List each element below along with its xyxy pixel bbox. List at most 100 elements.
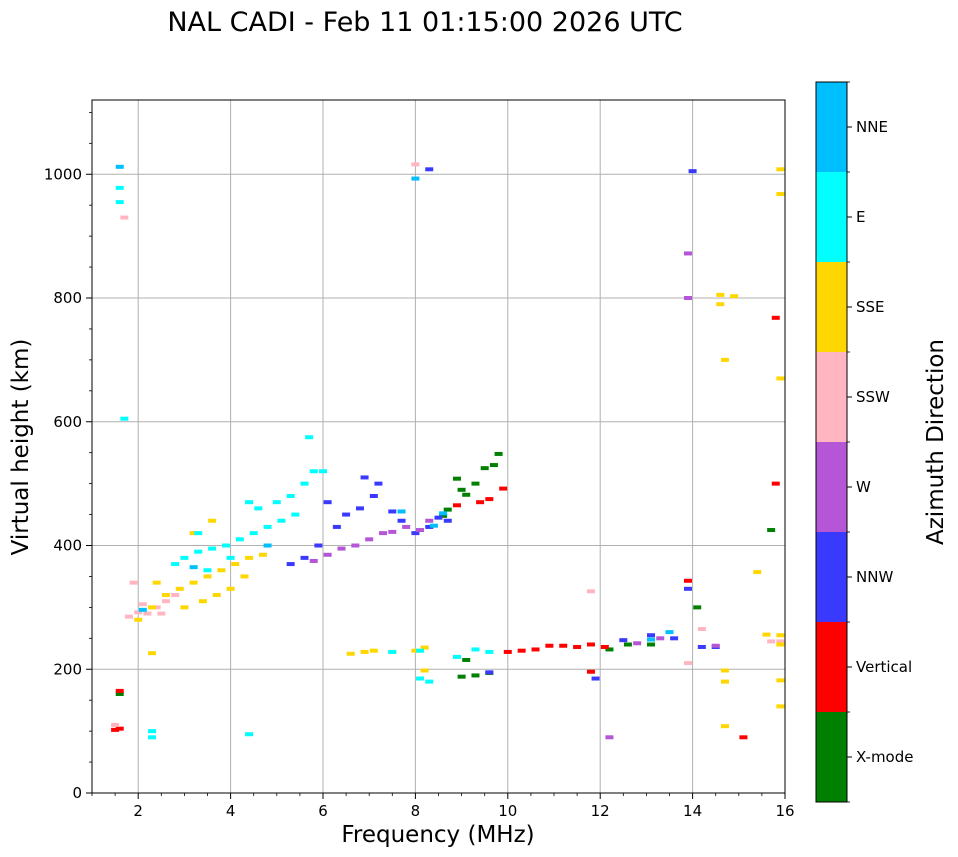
echo-point — [439, 511, 448, 516]
echo-point — [762, 632, 771, 637]
echo-point — [647, 633, 656, 638]
echo-point — [416, 528, 425, 533]
echo-point — [443, 518, 452, 523]
echo-point — [323, 500, 332, 505]
echo-point — [494, 451, 503, 456]
echo-point — [360, 475, 369, 480]
echo-point — [720, 357, 729, 362]
x-tick-label: 14 — [683, 802, 702, 820]
echo-point — [425, 167, 434, 172]
echo-point — [776, 633, 785, 638]
colorbar-tick-label: E — [856, 208, 865, 226]
echo-point — [776, 704, 785, 709]
colorbar-label: Azimuth Direction — [923, 339, 949, 545]
echo-point — [309, 469, 318, 474]
colorbar-segment — [816, 352, 847, 442]
echo-point — [226, 555, 235, 560]
echo-point — [720, 668, 729, 673]
echo-point — [771, 315, 780, 320]
data-points — [111, 162, 785, 740]
echo-point — [697, 644, 706, 649]
echo-point — [665, 630, 674, 635]
echo-point — [771, 481, 780, 486]
echo-point — [480, 466, 489, 471]
echo-point — [586, 669, 595, 674]
echo-point — [111, 727, 120, 732]
echo-point — [439, 513, 448, 518]
echo-point — [180, 605, 189, 610]
echo-point — [120, 416, 129, 421]
colorbar-segment — [816, 172, 847, 262]
echo-point — [189, 565, 198, 570]
echo-point — [189, 580, 198, 585]
echo-point — [397, 518, 406, 523]
echo-point — [683, 586, 692, 591]
echo-point — [263, 524, 272, 529]
echo-point — [258, 552, 267, 557]
echo-point — [157, 611, 166, 616]
echo-point — [360, 649, 369, 654]
colorbar-segment — [816, 442, 847, 532]
echo-point — [245, 555, 254, 560]
echo-point — [129, 580, 138, 585]
echo-point — [305, 435, 314, 440]
echo-point — [231, 562, 240, 567]
echo-point — [647, 637, 656, 642]
echo-point — [434, 515, 443, 520]
echo-point — [171, 593, 180, 597]
echo-point — [683, 296, 692, 300]
echo-point — [212, 593, 221, 597]
echo-point — [776, 167, 785, 172]
echo-point — [277, 518, 286, 523]
colorbar-segment — [816, 712, 847, 802]
echo-point — [471, 481, 480, 486]
echo-point — [443, 507, 452, 512]
echo-point — [471, 673, 480, 678]
x-axis-label: Frequency (MHz) — [341, 822, 534, 848]
echo-point — [115, 164, 124, 169]
echo-point — [374, 481, 383, 486]
echo-point — [411, 648, 420, 653]
y-tick-label: 800 — [53, 289, 82, 307]
echo-point — [693, 605, 702, 610]
echo-point — [485, 670, 494, 675]
colorbar: X-mode Vertical NNW W SSW SSE E NNE — [815, 81, 913, 803]
echo-point — [767, 528, 776, 533]
echo-point — [462, 657, 471, 662]
echo-point — [115, 726, 124, 731]
x-tick-label: 16 — [775, 802, 794, 820]
x-tick-label: 2 — [133, 802, 143, 820]
colorbar-tick-label: NNE — [856, 118, 888, 136]
echo-point — [489, 463, 498, 468]
echo-point — [559, 643, 568, 648]
echo-point — [249, 531, 258, 536]
echo-point — [332, 524, 341, 529]
echo-point — [115, 688, 124, 693]
echo-point — [420, 668, 429, 673]
echo-point — [485, 649, 494, 654]
echo-point — [245, 732, 254, 737]
echo-point — [388, 509, 397, 514]
echo-point — [148, 729, 157, 734]
colorbar-segment — [816, 622, 847, 712]
echo-point — [124, 614, 133, 619]
echo-point — [499, 486, 508, 491]
colorbar-tick-label: W — [856, 478, 871, 496]
y-tick-label: 400 — [53, 537, 82, 555]
echo-point — [776, 639, 785, 644]
echo-point — [683, 251, 692, 256]
y-axis-label: Virtual height (km) — [8, 339, 34, 556]
echo-point — [143, 611, 152, 616]
echo-point — [203, 574, 212, 579]
colorbar-tick-label: X-mode — [856, 748, 913, 766]
echo-point — [485, 497, 494, 502]
echo-point — [379, 531, 388, 536]
echo-point — [656, 636, 665, 641]
echo-point — [411, 531, 420, 536]
echo-point — [346, 651, 355, 656]
echo-point — [286, 494, 295, 498]
echo-point — [720, 724, 729, 729]
echo-point — [203, 568, 212, 573]
echo-point — [189, 531, 198, 536]
echo-point — [180, 555, 189, 560]
